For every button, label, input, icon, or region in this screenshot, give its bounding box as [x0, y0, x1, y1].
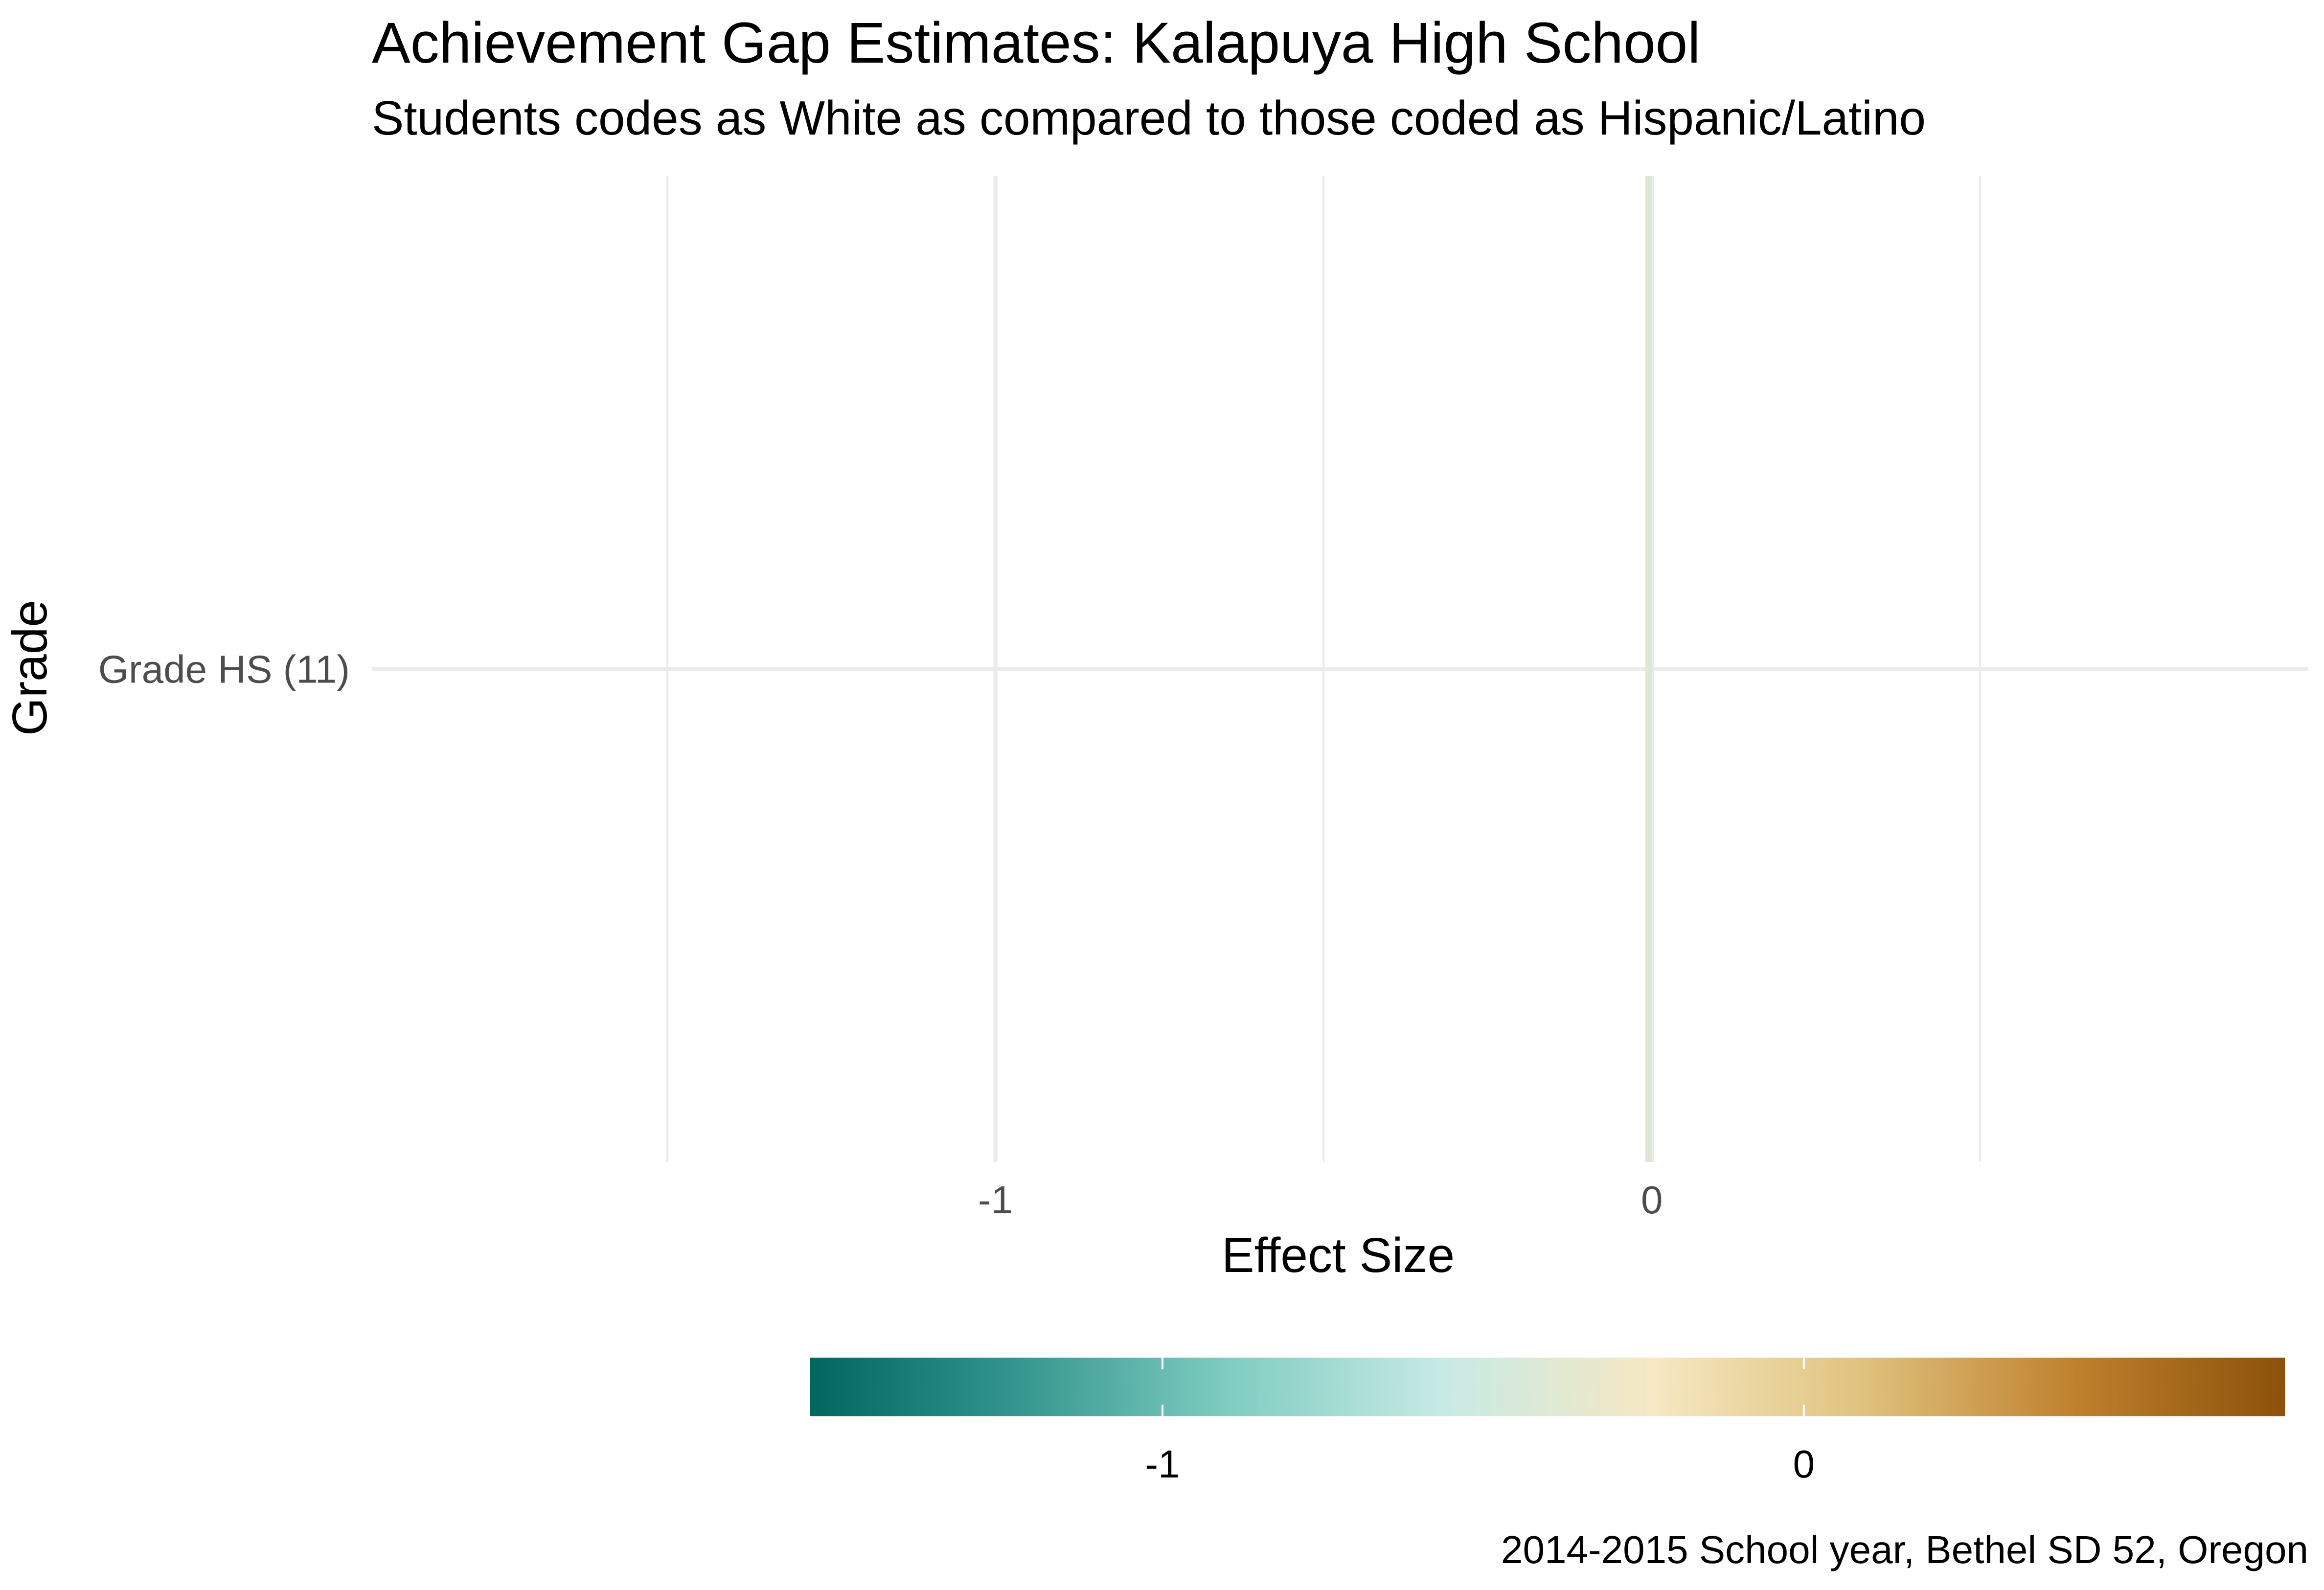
y-axis-label: Grade: [2, 600, 57, 736]
y-axis-tick-labels: Grade HS (11): [98, 648, 350, 691]
x-axis-tick-labels: -1 0: [978, 1178, 1663, 1222]
legend-colorbar: [810, 1358, 2285, 1416]
grid-lines: [372, 176, 2308, 1162]
bars: [1645, 176, 1652, 1162]
x-axis-label: Effect Size: [1222, 1228, 1455, 1283]
chart-caption: 2014-2015 School year, Bethel SD 52, Ore…: [1501, 1528, 2308, 1571]
x-tick-label: 0: [1641, 1178, 1663, 1222]
chart-title: Achievement Gap Estimates: Kalapuya High…: [372, 11, 1700, 75]
legend-tick-label: 0: [1793, 1442, 1815, 1486]
color-legend: -1 0: [810, 1358, 2285, 1486]
chart-subtitle: Students codes as White as compared to t…: [372, 91, 1926, 145]
x-tick-label: -1: [978, 1178, 1013, 1222]
legend-tick-label: -1: [1145, 1442, 1180, 1486]
bar: [1645, 176, 1652, 1162]
y-tick-label: Grade HS (11): [98, 648, 350, 691]
